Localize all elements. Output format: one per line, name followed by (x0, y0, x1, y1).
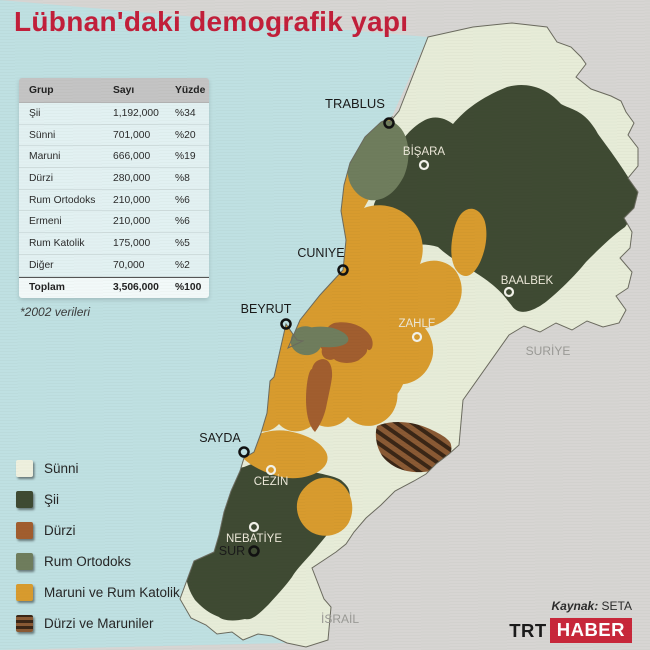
svg-text:BEYRUT: BEYRUT (241, 302, 292, 316)
svg-text:TRABLUS: TRABLUS (325, 96, 385, 111)
svg-text:SURİYE: SURİYE (526, 344, 571, 358)
svg-text:CEZİN: CEZİN (254, 475, 289, 488)
svg-text:BAALBEK: BAALBEK (501, 275, 554, 287)
svg-text:BİŞARA: BİŞARA (403, 145, 446, 158)
svg-text:İSRAİL: İSRAİL (321, 612, 359, 626)
svg-text:SAYDA: SAYDA (199, 431, 241, 445)
svg-text:NEBATİYE: NEBATİYE (226, 532, 282, 545)
svg-text:CUNIYE: CUNIYE (297, 246, 344, 260)
svg-text:SUR: SUR (219, 544, 245, 558)
svg-text:ZAHLE: ZAHLE (398, 318, 435, 330)
